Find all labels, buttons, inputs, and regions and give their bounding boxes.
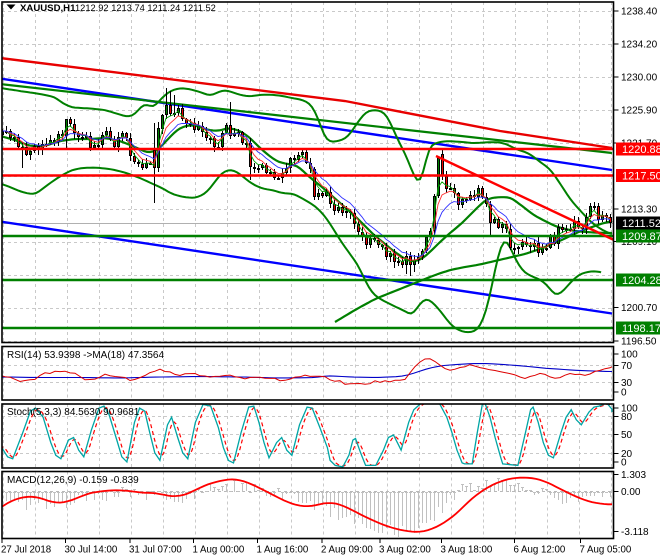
svg-text:20: 20 <box>621 449 633 460</box>
svg-text:1230.00: 1230.00 <box>621 73 658 84</box>
svg-text:1238.40: 1238.40 <box>621 7 658 18</box>
svg-text:RSI(14) 53.9398 ->MA(18) 47.3: RSI(14) 53.9398 ->MA(18) 47.3564 <box>7 350 164 361</box>
svg-text:30 Jul 14:00: 30 Jul 14:00 <box>65 545 118 556</box>
svg-text:3 Aug 18:00: 3 Aug 18:00 <box>441 545 493 556</box>
svg-text:70: 70 <box>621 361 633 372</box>
svg-text:1204.28: 1204.28 <box>622 275 660 287</box>
svg-text:30: 30 <box>621 378 633 389</box>
svg-text:Stoch(5,3,3) 84.5630 90.9681: Stoch(5,3,3) 84.5630 90.9681 <box>7 407 140 418</box>
svg-text:1200.70: 1200.70 <box>621 303 658 314</box>
svg-text:80: 80 <box>621 412 633 423</box>
svg-text:1234.20: 1234.20 <box>621 40 658 51</box>
svg-text:27 Jul 2018: 27 Jul 2018 <box>1 545 51 556</box>
svg-text:1 Aug 00:00: 1 Aug 00:00 <box>193 545 245 556</box>
svg-text:31 Jul 07:00: 31 Jul 07:00 <box>129 545 182 556</box>
svg-text:1225.90: 1225.90 <box>621 106 658 117</box>
svg-text:1211.52: 1211.52 <box>622 218 660 230</box>
svg-text:2 Aug 09:00: 2 Aug 09:00 <box>321 545 373 556</box>
svg-text:1196.50: 1196.50 <box>621 337 657 348</box>
svg-text:1213.30: 1213.30 <box>621 205 658 216</box>
svg-text:0.00: 0.00 <box>621 487 641 498</box>
svg-text:6 Aug 12:00: 6 Aug 12:00 <box>514 545 566 556</box>
svg-text:3 Aug 02:00: 3 Aug 02:00 <box>379 545 431 556</box>
svg-text:50: 50 <box>621 430 633 441</box>
svg-text:7 Aug 05:00: 7 Aug 05:00 <box>580 545 632 556</box>
svg-text:100: 100 <box>621 350 638 361</box>
svg-text:1 Aug 16:00: 1 Aug 16:00 <box>257 545 309 556</box>
svg-text:1209.87: 1209.87 <box>622 231 660 243</box>
svg-text:1217.50: 1217.50 <box>622 170 660 182</box>
svg-text:0: 0 <box>621 458 627 469</box>
svg-text:1220.88: 1220.88 <box>622 144 660 156</box>
svg-text:1198.17: 1198.17 <box>622 323 660 335</box>
svg-text:MACD(12,26,9) -0.159 -0.839: MACD(12,26,9) -0.159 -0.839 <box>7 475 139 486</box>
svg-text:1.303: 1.303 <box>621 470 646 481</box>
svg-text:-3.118: -3.118 <box>621 527 649 538</box>
svg-text:100: 100 <box>621 404 638 415</box>
svg-text:0: 0 <box>621 388 627 399</box>
svg-text:1212.92 1213.74 1211.24 1211.5: 1212.92 1213.74 1211.24 1211.52 <box>75 3 216 13</box>
svg-text:XAUUSD,H1: XAUUSD,H1 <box>20 3 76 14</box>
